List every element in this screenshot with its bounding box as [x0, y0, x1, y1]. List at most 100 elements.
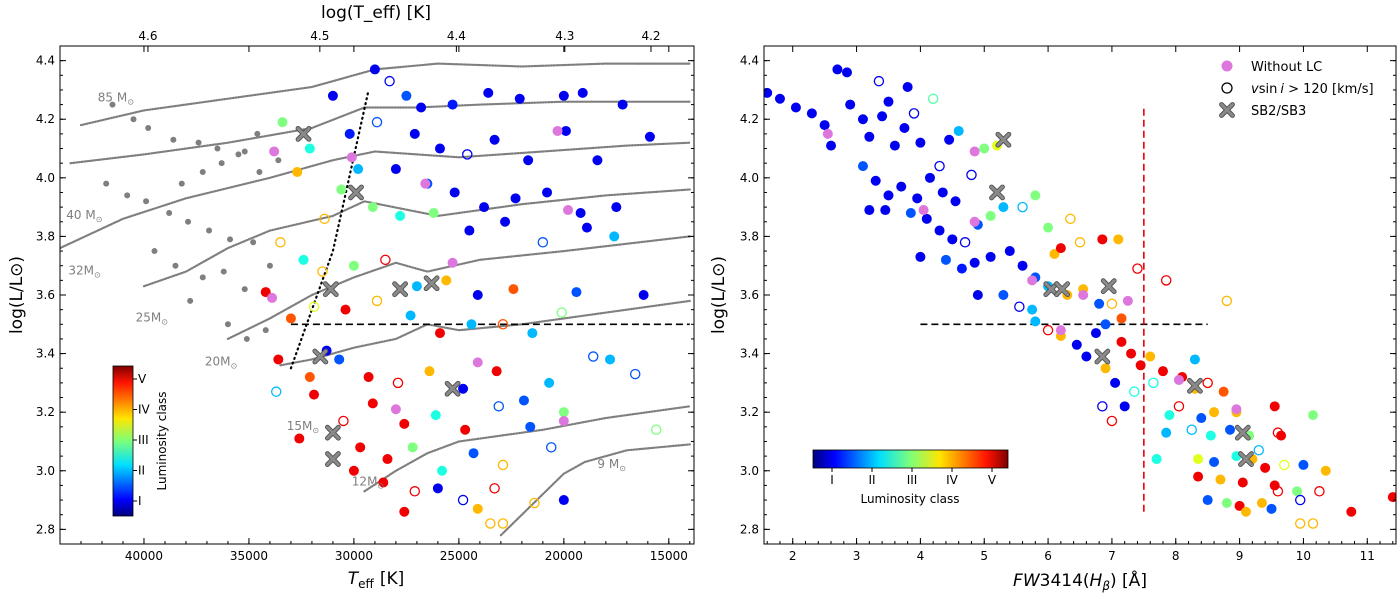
sb-binary-marker	[325, 424, 341, 441]
field-star	[254, 130, 261, 137]
star-point-fast-rotator	[959, 237, 971, 248]
ytick-label: 4.4	[740, 54, 759, 68]
star-point	[609, 231, 620, 242]
star-point	[1119, 401, 1130, 412]
ytick-label: 4.4	[36, 54, 55, 68]
colorbar-tick-label: IV	[138, 403, 151, 417]
star-point-without-lc	[420, 178, 431, 189]
star-point	[508, 284, 519, 295]
ytick-label: 4.0	[740, 171, 759, 185]
star-point	[1157, 366, 1168, 377]
field-star	[266, 262, 273, 269]
star-point-without-lc	[969, 216, 980, 227]
star-point-without-lc	[1122, 295, 1133, 306]
star-point	[273, 354, 284, 365]
star-point	[407, 442, 418, 453]
star-point	[644, 131, 655, 142]
star-point-fast-rotator	[1294, 518, 1306, 529]
ytick-label: 3.2	[36, 405, 55, 419]
star-point-fast-rotator	[380, 254, 391, 266]
x-stroke	[1044, 282, 1059, 297]
xtick-label: 10	[1296, 549, 1311, 563]
x-stroke	[323, 282, 338, 297]
star-point	[1269, 480, 1280, 491]
star-point	[924, 172, 935, 183]
star-point	[390, 164, 401, 175]
star-point	[344, 128, 355, 139]
xtick-label: 15000	[650, 549, 688, 563]
field-star	[206, 227, 213, 234]
ytick-label: 3.6	[36, 288, 55, 302]
star-point	[479, 202, 490, 213]
star-point	[575, 207, 586, 218]
xtick-label: 6	[1044, 549, 1052, 563]
ytick-label: 3.4	[740, 347, 759, 361]
star-point	[969, 257, 980, 268]
xtick-label: 35000	[230, 549, 268, 563]
colorbar-tick-label: IV	[946, 473, 959, 487]
star-point	[294, 433, 305, 444]
right-yaxis-label: log(L/L⊙)	[709, 256, 729, 334]
ytick-label: 4.0	[36, 171, 55, 185]
track-85	[79, 62, 691, 127]
sb-binary-marker	[1187, 377, 1203, 394]
star-point-fast-rotator	[493, 401, 505, 412]
track-20	[226, 235, 691, 340]
star-point-fast-rotator	[556, 307, 567, 318]
xtick-label: 40000	[125, 549, 163, 563]
xtick-label: 8	[1172, 549, 1180, 563]
star-point-fast-rotator	[270, 386, 282, 397]
x-stroke	[996, 132, 1011, 147]
x-stroke	[1095, 349, 1110, 364]
star-point-fast-rotator	[371, 116, 383, 128]
data-points	[260, 64, 662, 529]
star-point	[896, 181, 907, 192]
star-point	[1161, 427, 1172, 438]
star-point	[518, 395, 529, 406]
star-point	[348, 465, 359, 476]
star-point	[880, 205, 891, 216]
star-point	[260, 287, 271, 298]
star-point	[1221, 497, 1232, 508]
star-point	[985, 210, 996, 221]
colorbar-tick-label: III	[138, 433, 149, 447]
top-tick-label: 4.6	[138, 29, 157, 43]
sb-binary-marker	[312, 348, 329, 365]
x-stroke	[1238, 452, 1253, 467]
star-point-fast-rotator	[1221, 295, 1233, 307]
star-point	[998, 202, 1009, 213]
star-point-fast-rotator	[1279, 459, 1290, 471]
star-point	[819, 120, 830, 131]
star-point	[1017, 260, 1028, 271]
field-star	[241, 148, 248, 155]
dotted-boundary-line	[289, 88, 370, 370]
left-yaxis-label: log(L/L⊙)	[7, 256, 27, 334]
star-point-without-lc	[269, 146, 280, 157]
star-point	[921, 213, 932, 224]
star-point	[581, 222, 592, 233]
star-point-fast-rotator	[497, 518, 509, 529]
horizontal-colorbar: I II III IV V Luminosity class	[812, 449, 1009, 506]
x-stroke	[393, 282, 408, 297]
star-point-without-lc	[1027, 275, 1038, 286]
star-point	[558, 407, 569, 418]
colorbar-tick-label: I	[830, 473, 834, 487]
ytick-label: 3.0	[36, 464, 55, 478]
star-point	[558, 90, 569, 101]
star-point	[309, 389, 320, 400]
ytick-label: 3.4	[36, 347, 55, 361]
star-point	[1030, 316, 1041, 327]
star-point	[592, 155, 603, 166]
track-labels: 85 M⊙ 40 M⊙ 32M⊙ 25M⊙ 20M⊙ 15M⊙ 12M⊙ 9 M⊙	[66, 91, 626, 491]
star-point	[1240, 506, 1251, 517]
star-point	[378, 477, 389, 488]
star-point	[864, 205, 875, 216]
star-point-fast-rotator	[529, 497, 540, 509]
x-stroke	[325, 452, 340, 467]
right-panel: 2 3 4 5 6 7 8 9 10 112.83.03.23.43.63.84.04.24.4 …	[709, 45, 1397, 593]
star-point	[790, 102, 801, 113]
star-point	[611, 202, 622, 213]
star-point-without-lc	[822, 128, 833, 139]
colorbar-tick-label: V	[138, 372, 147, 386]
star-point-fast-rotator	[927, 93, 939, 104]
